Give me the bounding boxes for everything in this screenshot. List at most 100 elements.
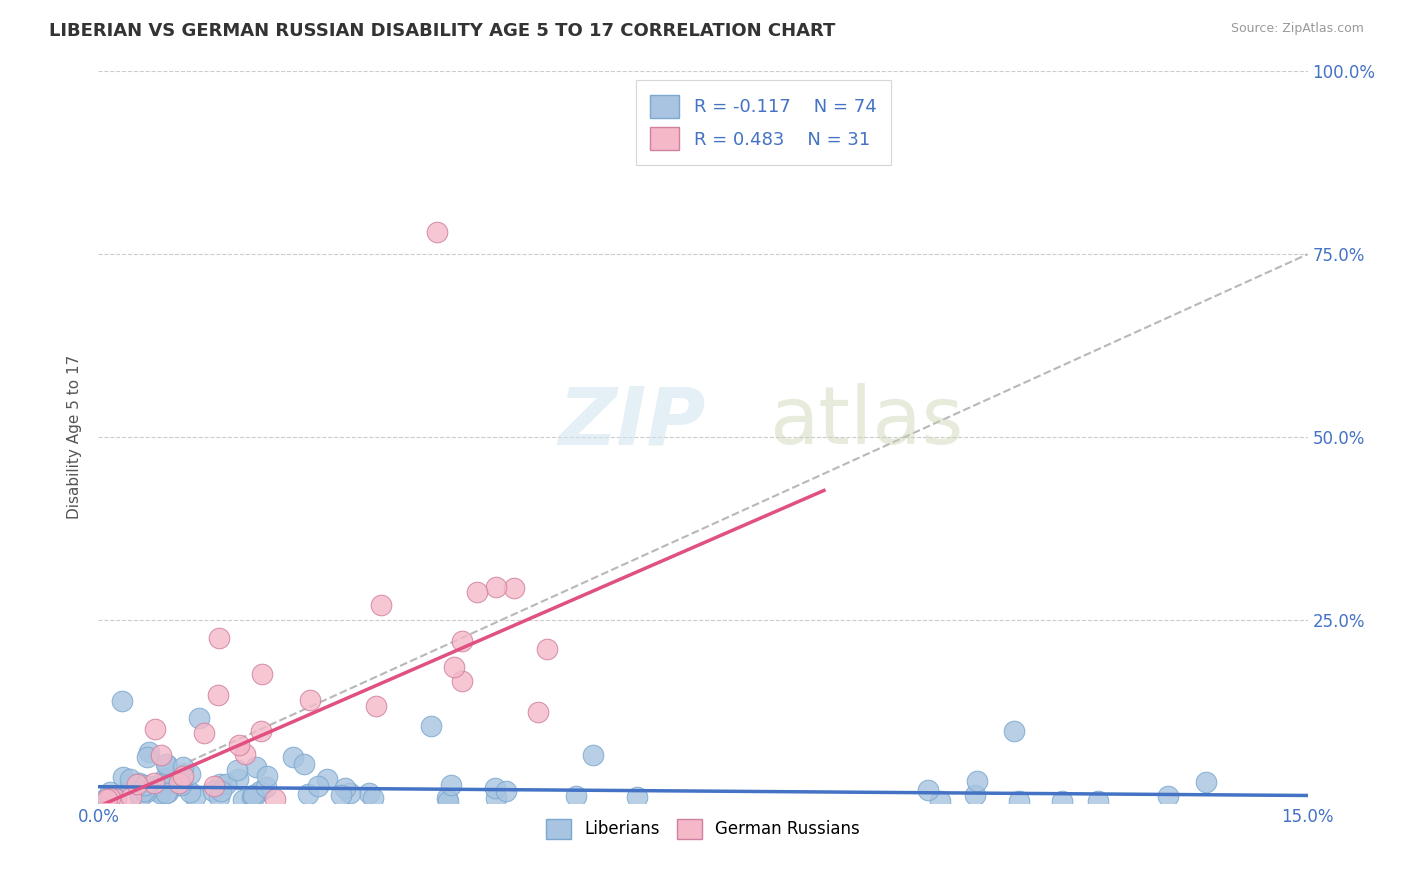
Point: [184, 789, 207, 804]
Point: [451, 674, 474, 689]
Point: [436, 791, 458, 805]
Point: [440, 778, 463, 792]
Point: [242, 789, 264, 803]
Point: [264, 792, 287, 806]
Point: [156, 772, 179, 787]
Point: [193, 726, 215, 740]
Point: [297, 788, 319, 802]
Point: [232, 793, 254, 807]
Point: [281, 750, 304, 764]
Point: [364, 698, 387, 713]
Point: [450, 634, 472, 648]
Legend: Liberians, German Russians: Liberians, German Russians: [540, 812, 866, 846]
Point: [153, 771, 176, 785]
Point: [202, 779, 225, 793]
Point: [963, 789, 986, 803]
Text: Source: ZipAtlas.com: Source: ZipAtlas.com: [1230, 22, 1364, 36]
Point: [359, 786, 381, 800]
Point: [118, 777, 141, 791]
Point: [250, 667, 273, 681]
Text: ZIP: ZIP: [558, 384, 706, 461]
Point: [256, 769, 278, 783]
Point: [179, 785, 201, 799]
Point: [228, 738, 250, 752]
Point: [94, 791, 117, 805]
Point: [335, 780, 357, 795]
Point: [292, 756, 315, 771]
Point: [209, 776, 232, 790]
Point: [207, 688, 229, 702]
Y-axis label: Disability Age 5 to 17: Disability Age 5 to 17: [67, 355, 83, 519]
Point: [250, 724, 273, 739]
Point: [339, 786, 361, 800]
Text: LIBERIAN VS GERMAN RUSSIAN DISABILITY AGE 5 TO 17 CORRELATION CHART: LIBERIAN VS GERMAN RUSSIAN DISABILITY AG…: [49, 22, 835, 40]
Point: [226, 772, 249, 786]
Point: [142, 780, 165, 794]
Point: [330, 789, 353, 803]
Point: [443, 660, 465, 674]
Point: [208, 790, 231, 805]
Point: [1052, 794, 1074, 808]
Point: [1195, 774, 1218, 789]
Point: [316, 772, 339, 787]
Point: [225, 763, 247, 777]
Point: [307, 779, 329, 793]
Point: [111, 770, 134, 784]
Point: [582, 747, 605, 762]
Point: [128, 776, 150, 790]
Point: [135, 785, 157, 799]
Point: [96, 792, 118, 806]
Point: [485, 790, 508, 805]
Point: [125, 777, 148, 791]
Point: [1157, 789, 1180, 803]
Point: [240, 790, 263, 805]
Point: [149, 747, 172, 762]
Point: [1087, 794, 1109, 808]
Point: [155, 786, 177, 800]
Point: [166, 778, 188, 792]
Point: [485, 580, 508, 594]
Point: [170, 778, 193, 792]
Point: [249, 784, 271, 798]
Point: [929, 794, 952, 808]
Point: [172, 769, 194, 783]
Point: [138, 745, 160, 759]
Point: [299, 693, 322, 707]
Point: [626, 789, 648, 804]
Point: [245, 759, 267, 773]
Point: [201, 783, 224, 797]
Point: [167, 775, 190, 789]
Point: [966, 773, 988, 788]
Text: atlas: atlas: [769, 384, 965, 461]
Point: [536, 642, 558, 657]
Point: [155, 757, 177, 772]
Point: [243, 790, 266, 805]
Point: [132, 783, 155, 797]
Point: [503, 581, 526, 595]
Point: [208, 632, 231, 646]
Point: [370, 599, 392, 613]
Point: [98, 791, 121, 805]
Point: [188, 711, 211, 725]
Point: [143, 776, 166, 790]
Point: [495, 784, 517, 798]
Point: [565, 789, 588, 803]
Point: [465, 585, 488, 599]
Point: [129, 790, 152, 805]
Point: [1002, 723, 1025, 738]
Point: [527, 705, 550, 719]
Point: [209, 784, 232, 798]
Point: [134, 778, 156, 792]
Point: [149, 786, 172, 800]
Point: [157, 784, 180, 798]
Point: [98, 785, 121, 799]
Point: [118, 772, 141, 787]
Point: [426, 225, 449, 239]
Point: [179, 766, 201, 780]
Point: [436, 794, 458, 808]
Point: [104, 792, 127, 806]
Point: [136, 750, 159, 764]
Point: [111, 694, 134, 708]
Point: [143, 722, 166, 736]
Point: [155, 758, 177, 772]
